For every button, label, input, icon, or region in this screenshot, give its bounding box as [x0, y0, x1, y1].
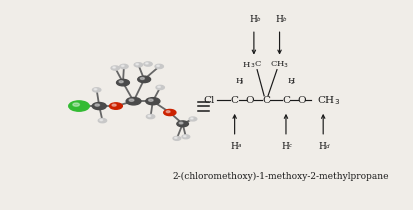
- Text: $_b$: $_b$: [281, 16, 286, 24]
- Circle shape: [95, 104, 99, 106]
- Circle shape: [143, 62, 152, 66]
- Circle shape: [119, 81, 123, 83]
- Circle shape: [174, 137, 177, 138]
- Circle shape: [155, 64, 163, 68]
- Circle shape: [179, 122, 183, 124]
- Circle shape: [134, 63, 142, 67]
- Text: Cl: Cl: [203, 96, 214, 105]
- Circle shape: [98, 118, 107, 123]
- Text: H: H: [274, 14, 282, 24]
- Circle shape: [145, 98, 159, 105]
- Circle shape: [126, 97, 140, 105]
- Text: H: H: [287, 77, 294, 85]
- Circle shape: [148, 115, 150, 117]
- Circle shape: [183, 136, 185, 137]
- Circle shape: [69, 101, 89, 111]
- Circle shape: [146, 114, 154, 119]
- Circle shape: [182, 135, 189, 139]
- Circle shape: [189, 117, 196, 121]
- Circle shape: [138, 76, 150, 83]
- Text: H: H: [242, 61, 249, 69]
- Text: H: H: [281, 142, 289, 151]
- Circle shape: [140, 77, 144, 80]
- Circle shape: [173, 136, 180, 140]
- Circle shape: [145, 63, 148, 64]
- Text: O: O: [297, 96, 305, 105]
- Text: H: H: [318, 142, 326, 151]
- Circle shape: [119, 64, 128, 68]
- Text: $_d$: $_d$: [325, 142, 330, 151]
- Text: H: H: [235, 77, 243, 85]
- Circle shape: [112, 104, 116, 106]
- Text: CH$_3$: CH$_3$: [317, 94, 340, 107]
- Circle shape: [190, 118, 192, 119]
- Circle shape: [121, 65, 124, 67]
- Text: H: H: [230, 142, 237, 151]
- Circle shape: [116, 79, 129, 86]
- Circle shape: [92, 88, 101, 92]
- Text: $_b$: $_b$: [256, 16, 261, 24]
- Circle shape: [112, 67, 115, 68]
- Circle shape: [163, 109, 176, 116]
- Circle shape: [73, 103, 79, 106]
- Text: H: H: [249, 14, 256, 24]
- Circle shape: [157, 86, 160, 88]
- Text: $_c$: $_c$: [287, 142, 292, 150]
- Circle shape: [92, 102, 106, 110]
- Text: $_a$: $_a$: [236, 142, 241, 150]
- Circle shape: [100, 119, 102, 121]
- Circle shape: [157, 65, 159, 67]
- Circle shape: [135, 64, 138, 65]
- Text: C: C: [230, 96, 238, 105]
- Text: CH$_3$: CH$_3$: [269, 60, 288, 70]
- Circle shape: [129, 99, 133, 101]
- Text: O: O: [245, 96, 254, 105]
- Text: $_2$: $_2$: [238, 78, 243, 87]
- Circle shape: [166, 111, 170, 113]
- Text: C: C: [281, 96, 289, 105]
- Circle shape: [109, 103, 122, 109]
- Circle shape: [176, 121, 188, 127]
- Circle shape: [94, 89, 97, 90]
- Text: $_2$: $_2$: [290, 78, 294, 87]
- Circle shape: [111, 66, 119, 70]
- Text: C: C: [261, 96, 269, 105]
- Circle shape: [148, 99, 153, 101]
- Text: 2-(chloromethoxy)-1-methoxy-2-methylpropane: 2-(chloromethoxy)-1-methoxy-2-methylprop…: [173, 172, 389, 181]
- Text: $_3$C: $_3$C: [249, 60, 261, 70]
- Circle shape: [156, 85, 164, 89]
